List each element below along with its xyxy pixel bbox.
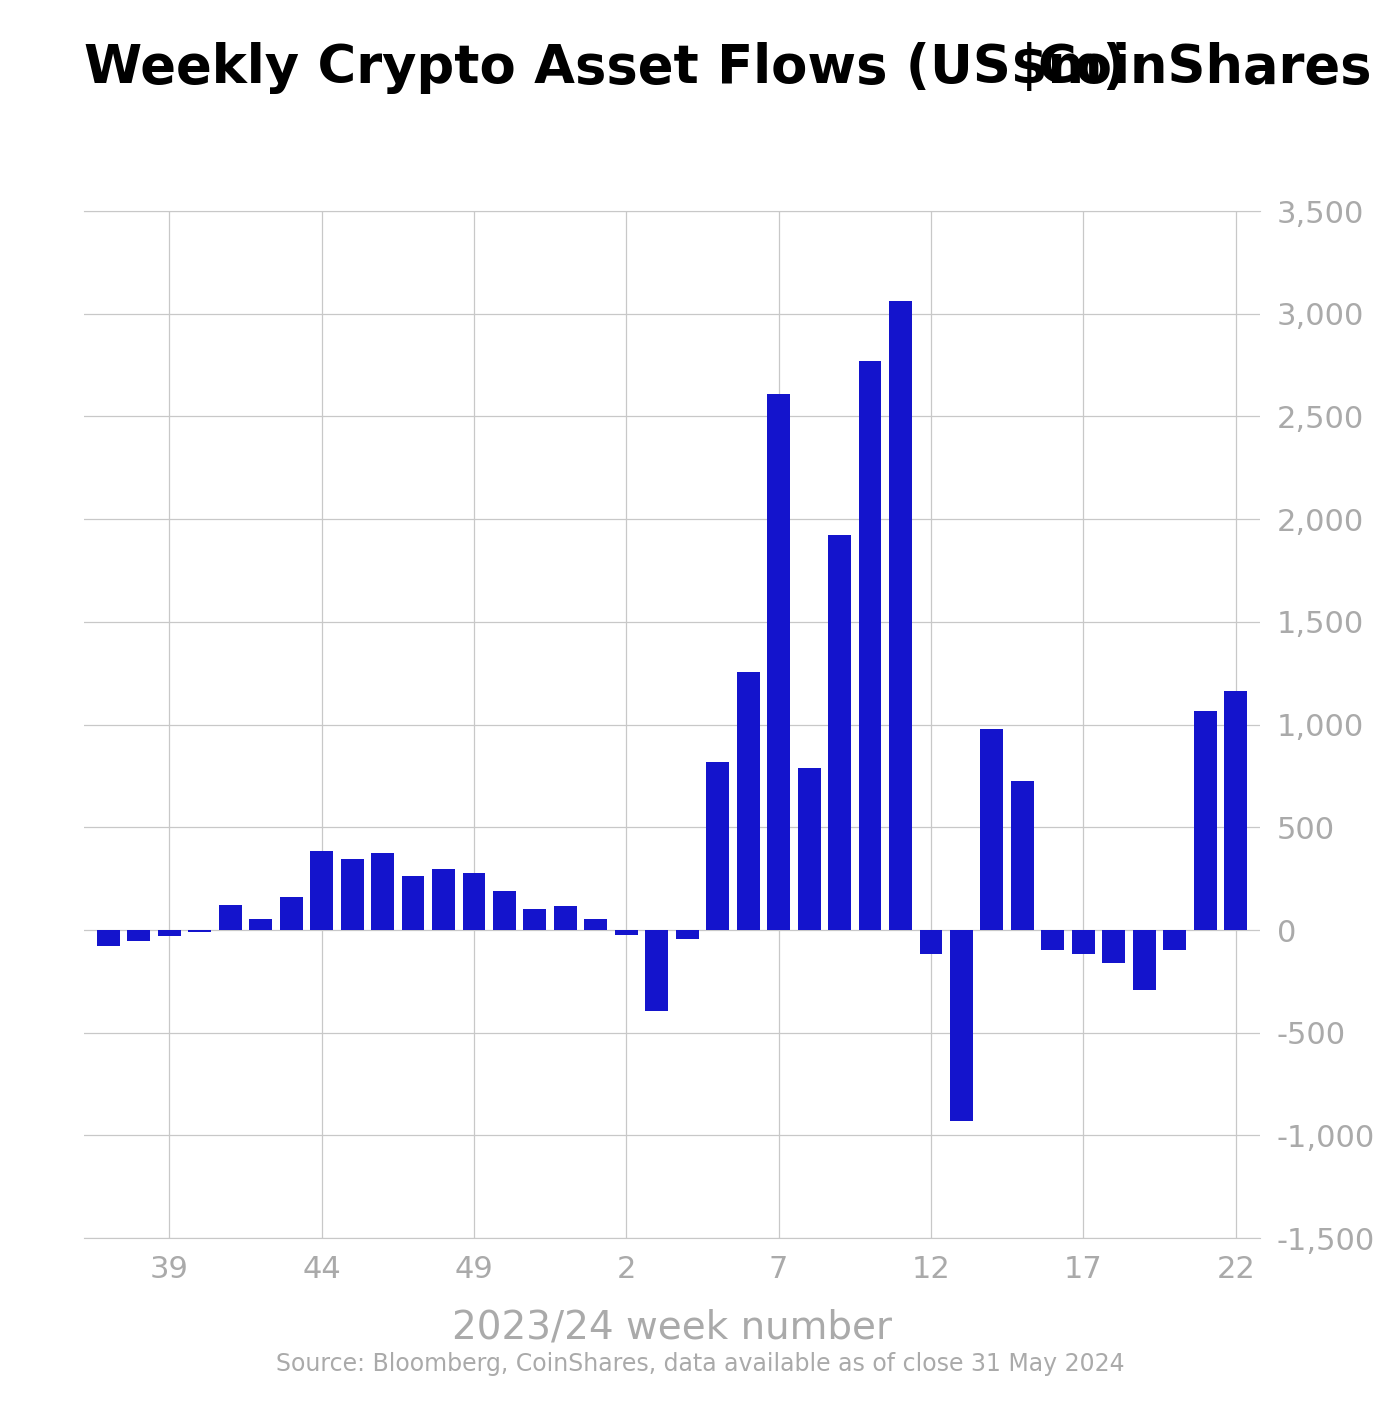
Text: Source: Bloomberg, CoinShares, data available as of close 31 May 2024: Source: Bloomberg, CoinShares, data avai… <box>276 1352 1124 1376</box>
Bar <box>524 909 546 930</box>
Bar <box>493 891 515 930</box>
Bar <box>829 535 851 930</box>
Bar <box>311 851 333 930</box>
Bar <box>340 860 364 930</box>
Bar <box>218 905 242 930</box>
Bar <box>433 870 455 930</box>
Text: Weekly Crypto Asset Flows (US$m): Weekly Crypto Asset Flows (US$m) <box>84 42 1127 94</box>
Bar <box>858 362 882 930</box>
Bar <box>280 898 302 930</box>
Bar <box>462 872 486 930</box>
Bar <box>402 875 424 930</box>
Bar <box>1133 930 1155 989</box>
Bar <box>554 906 577 930</box>
Bar <box>584 919 608 930</box>
Bar <box>1042 930 1064 950</box>
Bar <box>158 930 181 936</box>
Bar <box>1224 691 1247 930</box>
Bar <box>371 853 393 930</box>
Bar <box>706 761 729 930</box>
Bar <box>249 919 272 930</box>
Bar <box>127 930 150 941</box>
Bar <box>645 930 668 1012</box>
Bar <box>736 673 760 930</box>
Bar <box>889 301 911 930</box>
Bar <box>97 930 120 947</box>
Bar <box>980 729 1004 930</box>
Bar <box>798 768 820 930</box>
Bar <box>189 930 211 931</box>
X-axis label: 2023/24 week number: 2023/24 week number <box>452 1309 892 1346</box>
Bar <box>1072 930 1095 954</box>
Bar <box>676 930 699 940</box>
Bar <box>1194 712 1217 930</box>
Bar <box>615 930 638 936</box>
Bar <box>1011 781 1033 930</box>
Text: CoinShares: CoinShares <box>1037 42 1372 94</box>
Bar <box>1163 930 1186 950</box>
Bar <box>920 930 942 954</box>
Bar <box>767 394 790 930</box>
Bar <box>951 930 973 1121</box>
Bar <box>1102 930 1126 962</box>
